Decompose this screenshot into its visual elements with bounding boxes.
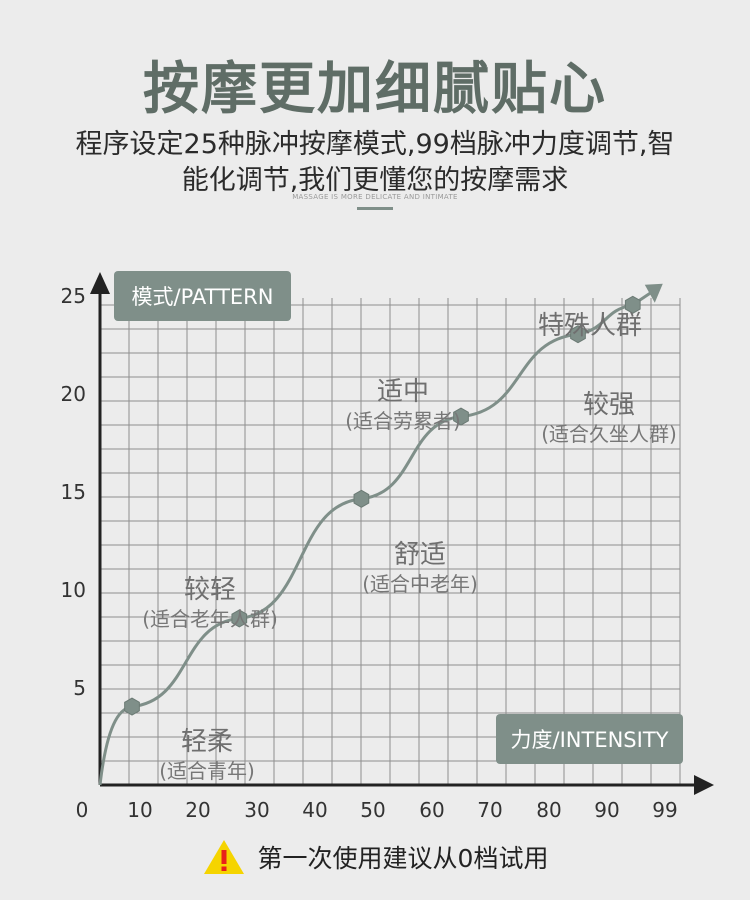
- y-axis-arrow: [90, 272, 110, 294]
- x-tick-label: 80: [536, 798, 561, 822]
- x-tick-label: 90: [594, 798, 619, 822]
- annotation-note: (适合劳累者): [345, 409, 461, 433]
- annotation-note: (适合中老年): [362, 572, 478, 596]
- usage-tip: 第一次使用建议从0档试用: [0, 838, 750, 876]
- data-point-marker: [624, 295, 641, 314]
- data-point-marker: [570, 325, 586, 344]
- y-axis-title-bg: [114, 271, 291, 321]
- annotation-label: 舒适: [394, 540, 446, 570]
- y-tick-label: 10: [61, 578, 86, 602]
- annotation-label: 特殊人群: [538, 311, 642, 341]
- data-point-marker: [453, 407, 469, 426]
- y-tick-label: 25: [61, 284, 86, 308]
- annotation-note: (适合久坐人群): [541, 422, 677, 446]
- annotation-label: 适中: [377, 377, 429, 407]
- annotations: 轻柔(适合青年) 较轻(适合老年人群) 舒适(适合中老年) 适中(适合劳累者) 较强(适…: [142, 311, 677, 783]
- tick-labels: 0 10 20 30 40 50 60 70 80 90 99 5 10 15 20 25: [61, 284, 678, 822]
- x-tick-label: 99: [652, 798, 677, 822]
- y-tick-label: 20: [61, 382, 86, 406]
- data-markers: [124, 283, 663, 716]
- tagline-divider: [357, 207, 393, 210]
- x-tick-label: 10: [127, 798, 152, 822]
- chart-axes: [90, 272, 714, 795]
- x-axis-arrow: [694, 775, 714, 795]
- x-axis-title-bg: [496, 714, 683, 764]
- series-curve: [98, 291, 652, 786]
- x-tick-label: 60: [419, 798, 444, 822]
- y-tick-label: 5: [73, 676, 86, 700]
- warning-icon: [203, 840, 244, 874]
- usage-tip-text: 第一次使用建议从0档试用: [257, 844, 549, 873]
- y-axis-title: 模式/PATTERN: [132, 285, 274, 309]
- subtitle-line-1: 程序设定25种脉冲按摩模式,99档脉冲力度调节,智: [75, 129, 675, 160]
- x-tick-label: 30: [244, 798, 269, 822]
- annotation-label: 轻柔: [181, 727, 233, 757]
- data-point-marker: [231, 609, 248, 628]
- x-tick-label: 70: [477, 798, 502, 822]
- annotation-note: (适合青年): [159, 759, 255, 783]
- annotation-note: (适合老年人群): [142, 607, 278, 631]
- x-axis-title: 力度/INTENSITY: [511, 728, 669, 752]
- annotation-label: 较轻: [184, 575, 236, 605]
- chart-grid: [100, 298, 681, 785]
- curve-arrowhead: [644, 283, 663, 303]
- data-point-marker: [353, 489, 370, 508]
- y-tick-label: 15: [61, 480, 86, 504]
- page-title: 按摩更加细腻贴心: [143, 57, 607, 122]
- x-tick-label: 40: [302, 798, 327, 822]
- data-point-marker: [124, 697, 140, 716]
- tagline: MASSAGE IS MORE DELICATE AND INTIMATE: [292, 193, 458, 201]
- annotation-label: 较强: [583, 390, 635, 420]
- x-tick-label: 20: [185, 798, 210, 822]
- subtitle-line-2: 能化调节,我们更懂您的按摩需求: [181, 165, 569, 196]
- x-tick-label: 0: [76, 798, 89, 822]
- x-tick-label: 50: [360, 798, 385, 822]
